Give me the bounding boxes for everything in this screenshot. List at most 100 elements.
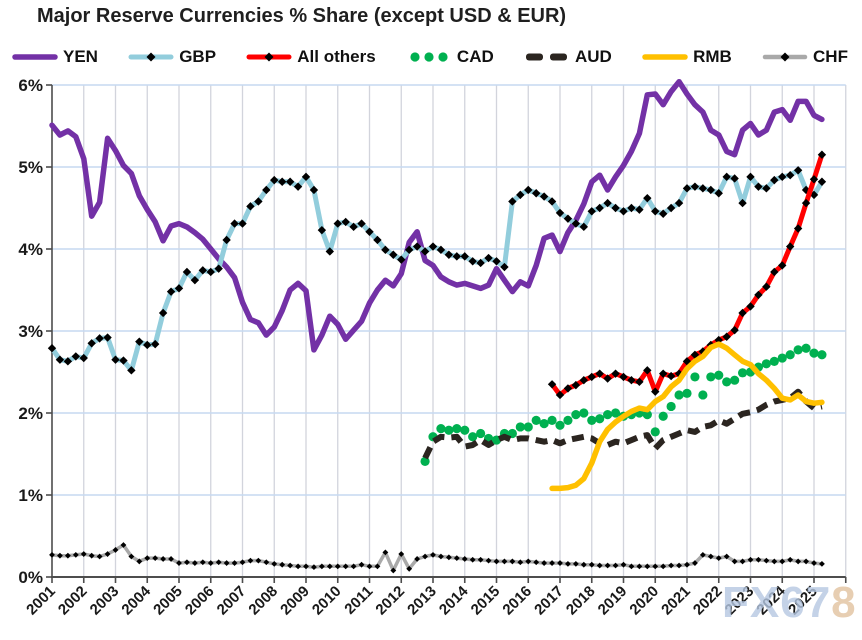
series-chf-marker [128,553,135,560]
series-chf-marker [699,551,706,558]
series-gbp-marker [55,355,65,364]
series-chf-marker [517,559,524,566]
x-tick-label: 2015 [468,583,504,619]
y-tick-label: 0% [18,568,43,587]
series-cad-dot [730,375,740,385]
series-chf-marker [64,552,71,559]
series-chf-marker [207,560,214,566]
series-chf-marker [303,563,309,570]
series-rmb-line [549,341,825,492]
x-tick-label: 2001 [23,583,59,619]
series-cad-dot [785,350,795,360]
series-chf-marker [652,563,659,570]
series-gbp-marker [547,197,557,206]
series-gbp-marker [317,225,327,235]
legend-label: AUD [575,47,612,66]
series-cad-dot [587,415,597,425]
series-cad-dot [436,423,446,434]
series-chf-line [50,543,824,573]
chart-title: Major Reserve Currencies % Share (except… [37,5,567,27]
series-gbp-marker [770,175,779,185]
series-cad-dot [563,415,573,425]
series-gbp-marker [206,267,215,277]
series-chf-marker [819,560,825,567]
series-all-others-marker [611,369,620,378]
series-cad-dot [690,372,700,382]
series-all-others-marker [547,380,557,389]
series-all-others-marker [555,390,565,400]
series-cad-dot [714,370,724,380]
series-gbp-marker [87,339,96,348]
series-chf-marker [493,558,500,565]
series-chf-marker [668,562,675,569]
series-gbp-marker [682,184,692,193]
series-cad-dot [531,415,541,425]
series-gbp-marker [603,198,612,208]
x-tick-label: 2025 [785,583,821,619]
legend-label: CAD [456,47,494,66]
series-chf-marker [279,561,286,568]
series-chf-marker [676,562,682,569]
series-chf-marker [120,542,127,548]
series-gbp-marker [238,219,247,228]
series-cad-dot [801,343,811,353]
series-gbp-marker [595,203,604,213]
series-gbp-marker [262,185,271,195]
series-gbp-marker [762,184,771,193]
series-gbp-marker [674,198,684,208]
series-all-others-marker [809,175,819,184]
series-chf-marker [811,560,817,566]
series-chf-marker [604,562,611,569]
series-chf-marker [88,552,95,559]
series-chf-marker [755,556,762,563]
legend-item-rmb: RMB [642,47,732,67]
series-gbp-marker [746,172,755,182]
x-tick-label: 2020 [626,583,662,619]
series-chf-marker [620,561,627,568]
series-gbp-marker [166,287,176,296]
series-cad-dot [706,372,716,382]
series-gbp-marker [817,177,827,186]
legend-item-yen: YEN [12,47,98,67]
series-gbp-marker [357,219,366,228]
legend: YEN GBP All others CAD AUD RMB CHF [12,47,848,67]
series-chf-marker [223,560,230,566]
series-all-others-marker [635,377,644,387]
series-cad-dot [603,410,613,420]
series-gbp-marker [793,166,803,175]
series-chf-marker [580,561,587,568]
series-gbp-marker [754,182,763,191]
series-all-others-marker [746,302,755,311]
series-gbp-marker [500,262,509,272]
series-cad-dot [547,415,557,425]
series-all-others-marker [651,387,660,396]
y-tick-label: 4% [18,240,43,259]
series-cad-dot [579,408,589,418]
series-chf-marker [628,563,635,570]
series-chf-marker [445,554,452,561]
series-chf-marker [747,556,754,563]
series-chf-marker [406,565,413,572]
series-gbp-marker [373,235,382,245]
series-chf-marker [287,562,294,569]
series-gbp-marker [778,172,787,182]
series-cad-dot [722,377,732,387]
series-gbp-marker [563,214,573,223]
series-chf-marker [366,563,373,570]
series-cad-dot [539,419,549,429]
series-gbp-marker [333,219,342,228]
legend-item-chf: CHF [762,47,848,67]
series-chf-marker [533,559,540,566]
series-gbp-marker [444,250,454,259]
series-gbp-marker [690,182,700,191]
x-tick-label: 2023 [722,583,758,619]
series-cad-dot [444,425,454,435]
series-cad-dot [674,390,684,400]
series-gbp-marker [135,337,144,346]
series-chf-marker [715,555,722,562]
series-chf-marker [247,557,254,564]
series-gbp-marker [579,222,589,232]
legend-item-aud: AUD [524,47,612,67]
series-cad-dot [817,350,827,360]
series-gbp-marker [63,357,73,366]
